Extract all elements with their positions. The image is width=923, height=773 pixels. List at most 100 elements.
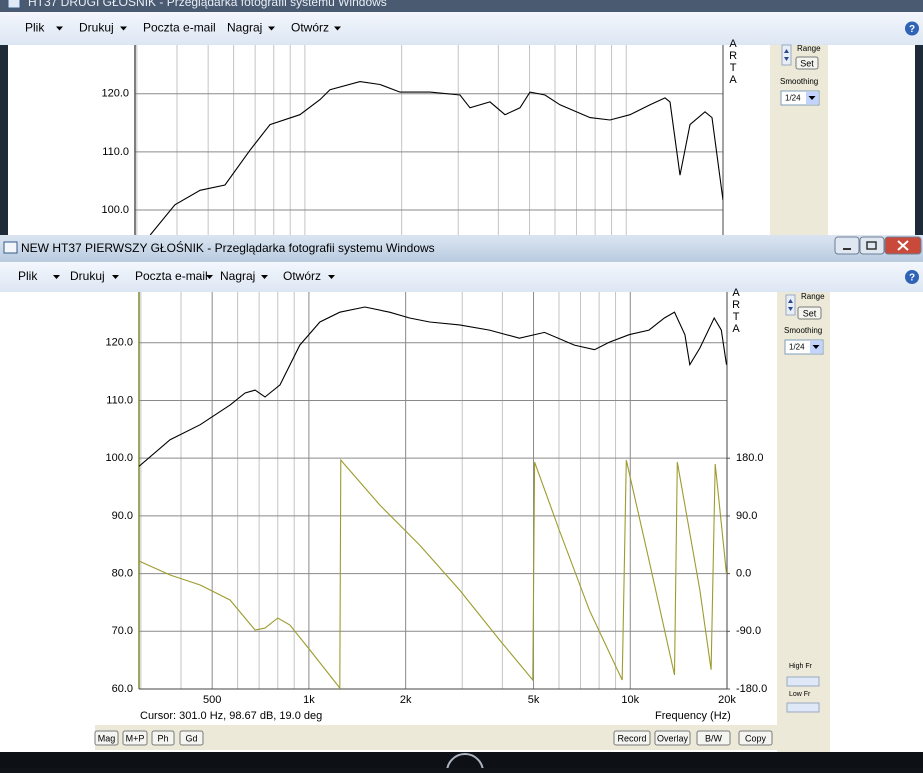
smoothing-value: 1/24 bbox=[789, 343, 805, 352]
menu-item[interactable]: Otwórz bbox=[283, 269, 321, 283]
action-button-label: Record bbox=[617, 733, 646, 743]
frame-right bbox=[915, 45, 923, 235]
dropdown-arrow bbox=[53, 275, 60, 279]
help-icon[interactable] bbox=[905, 270, 919, 284]
dropdown-arrow bbox=[261, 275, 268, 279]
action-button[interactable] bbox=[654, 730, 691, 746]
menu-bar bbox=[0, 262, 923, 292]
taskbar bbox=[0, 752, 923, 768]
x-tick-label: 500 bbox=[203, 694, 221, 706]
spin-down bbox=[784, 57, 789, 61]
action-button[interactable] bbox=[738, 730, 773, 746]
action-button[interactable] bbox=[613, 730, 651, 746]
plot-area bbox=[139, 306, 727, 689]
menu-item[interactable]: Drukuj bbox=[70, 269, 105, 283]
menu: Plik Drukuj Poczta e-mail Nagraj Otwórz bbox=[18, 269, 335, 283]
x-tick-label: 2k bbox=[400, 694, 412, 706]
phase-curve bbox=[139, 458, 727, 689]
app-icon bbox=[3, 241, 18, 254]
magnitude-curve bbox=[149, 81, 723, 235]
content bbox=[8, 45, 915, 235]
view-button-label: Gd bbox=[185, 733, 197, 743]
y2-tick-label: 0.0 bbox=[736, 568, 751, 580]
background-window: HT37 DRUGI GŁOŚNIK - Przeglądarka fotogr… bbox=[0, 0, 923, 235]
y2-tick-label: 180.0 bbox=[736, 452, 764, 464]
y-tick-label: 100.0 bbox=[101, 204, 129, 216]
smoothing-label: Smoothing bbox=[784, 326, 822, 335]
x-tick-label: 1k bbox=[303, 694, 315, 706]
cursor-readout: Cursor: 301.0 Hz, 98.67 dB, 19.0 deg bbox=[140, 710, 322, 722]
menu-item[interactable]: Plik bbox=[18, 269, 38, 283]
help-glyph: ? bbox=[909, 24, 915, 35]
menu-item[interactable]: Plik bbox=[25, 21, 45, 35]
app-icon bbox=[7, 0, 21, 9]
close-glyph bbox=[897, 240, 909, 251]
menu-item[interactable]: Nagraj bbox=[220, 269, 255, 283]
side-panel bbox=[777, 292, 830, 752]
maximize-glyph bbox=[866, 241, 877, 250]
menu-item[interactable]: Poczta e-mail bbox=[143, 21, 216, 35]
menu-item[interactable]: Nagraj bbox=[227, 21, 262, 35]
y2-tick-label: -90.0 bbox=[736, 625, 761, 637]
dropdown-arrow bbox=[328, 275, 335, 279]
high-fr-buttons[interactable] bbox=[786, 676, 820, 687]
arta-label: ARTA bbox=[727, 38, 739, 86]
view-button[interactable] bbox=[179, 730, 204, 746]
frame-left bbox=[0, 45, 8, 235]
action-button[interactable] bbox=[696, 730, 731, 746]
menu-item[interactable]: Otwórz bbox=[291, 21, 329, 35]
y2-tick-label: -180.0 bbox=[736, 683, 767, 695]
set-button[interactable] bbox=[797, 306, 822, 320]
range-label: Range bbox=[801, 292, 825, 301]
view-button-label: M+P bbox=[126, 733, 145, 743]
view-button[interactable] bbox=[94, 730, 119, 746]
dropdown-arrow bbox=[334, 26, 341, 31]
maximize-button[interactable] bbox=[859, 236, 885, 255]
menu-item[interactable]: Drukuj bbox=[79, 21, 114, 35]
chart: 100.0 110.0 120.0 bbox=[101, 45, 724, 235]
dropdown-arrow bbox=[120, 26, 127, 31]
view-button-label: Ph bbox=[157, 733, 168, 743]
y-tick-label: 110.0 bbox=[106, 394, 133, 406]
x-axis-label: Frequency (Hz) bbox=[655, 710, 731, 722]
menu-bar bbox=[0, 12, 923, 45]
plot-area bbox=[149, 81, 723, 235]
title-bar bbox=[0, 235, 923, 262]
view-button[interactable] bbox=[122, 730, 148, 746]
dropdown-arrow bbox=[812, 345, 820, 349]
dropdown-arrow bbox=[112, 275, 119, 279]
window-title: HT37 DRUGI GŁOŚNIK - Przeglądarka fotogr… bbox=[28, 0, 387, 9]
chart: 500 1k 2k 5k 10k 20k 60.0 70.0 80.0 90.0 100.0 110.… bbox=[105, 292, 767, 722]
spin-button[interactable] bbox=[781, 44, 792, 66]
low-fr-label: Low Fr bbox=[789, 691, 811, 698]
view-button[interactable] bbox=[151, 730, 175, 746]
high-fr-label: High Fr bbox=[789, 663, 813, 670]
spin-up bbox=[784, 49, 789, 53]
spin-button[interactable] bbox=[785, 294, 796, 316]
spin-up bbox=[788, 299, 793, 303]
magnitude-curve bbox=[139, 306, 727, 467]
y-tick-label: 120.0 bbox=[101, 88, 129, 100]
content bbox=[0, 292, 923, 752]
menu: Plik Drukuj Poczta e-mail Nagraj Otwórz bbox=[25, 21, 341, 35]
dropdown-arrow bbox=[206, 275, 213, 279]
action-button-label: Copy bbox=[745, 733, 767, 743]
y-tick-label: 120.0 bbox=[105, 337, 133, 349]
window: NEW HT37 PIERWSZY GŁOŚNIK - Przeglądarka… bbox=[0, 235, 923, 773]
help-icon[interactable] bbox=[905, 21, 919, 36]
y-tick-label: 80.0 bbox=[112, 567, 133, 579]
set-button-label: Set bbox=[800, 58, 814, 68]
minimize-button[interactable] bbox=[834, 236, 860, 255]
help-glyph: ? bbox=[909, 273, 915, 284]
y2-tick-label: 90.0 bbox=[736, 510, 757, 522]
smoothing-value: 1/24 bbox=[785, 94, 801, 103]
low-fr-buttons[interactable] bbox=[786, 702, 820, 713]
x-tick-label: 5k bbox=[528, 694, 540, 706]
x-tick-label: 20k bbox=[718, 694, 736, 706]
set-button[interactable] bbox=[795, 56, 819, 70]
menu-item[interactable]: Poczta e-mail bbox=[135, 269, 208, 283]
dropdown-arrow bbox=[56, 26, 63, 31]
arta-label: ARTA bbox=[730, 287, 742, 335]
dropdown-arrow bbox=[808, 96, 816, 100]
